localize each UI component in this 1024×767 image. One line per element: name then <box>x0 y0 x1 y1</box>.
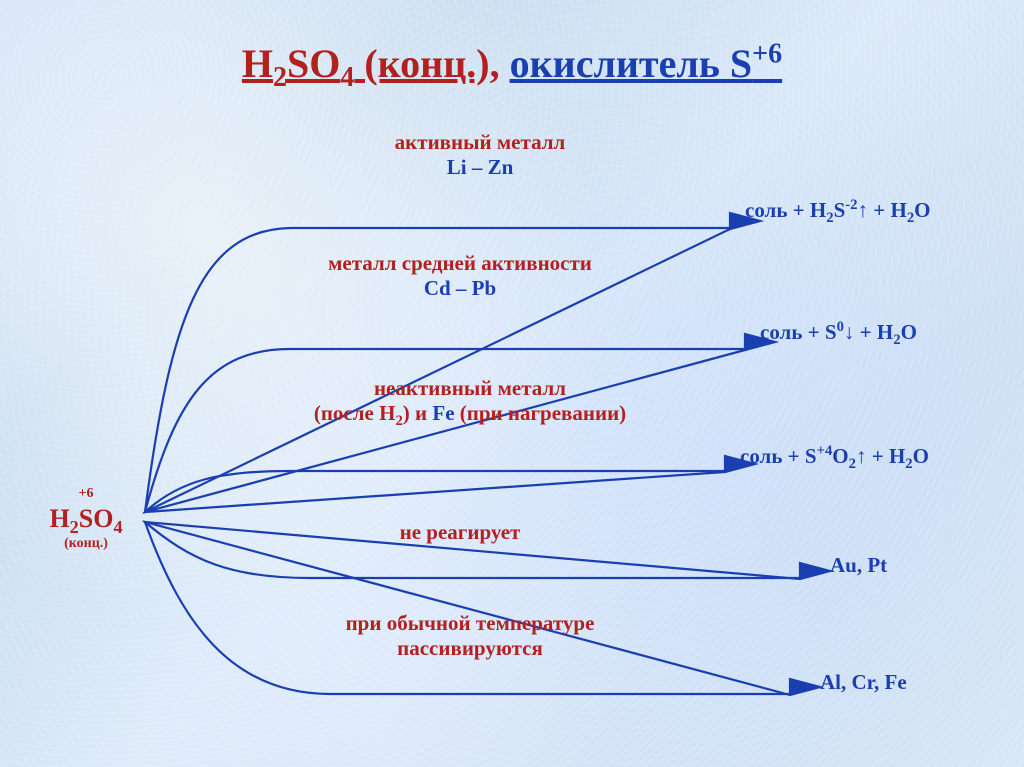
branch-product: соль + S0↓ + H2O <box>760 320 917 345</box>
branch-arrow <box>145 456 755 512</box>
branch-label: металл средней активностиCd – Pb <box>270 251 650 301</box>
branch-label-line: Li – Zn <box>330 155 630 180</box>
branch-label: при обычной температурепассивируются <box>280 611 660 661</box>
branch-label-line: пассивируются <box>280 636 660 661</box>
branch-label-line: при обычной температуре <box>280 611 660 636</box>
arrowhead-icon <box>790 679 820 695</box>
branch-product: соль + H2S-2↑ + H2O <box>745 198 931 223</box>
origin-oxstate: +6 <box>26 485 146 503</box>
branch-label-line: Cd – Pb <box>270 276 650 301</box>
branch-product: Al, Cr, Fe <box>820 670 907 695</box>
origin-formula: +6 H2SO4 (конц.) <box>26 485 146 553</box>
branch-product: Au, Pt <box>830 553 887 578</box>
branch-label-line: (после H2) и Fe (при нагревании) <box>260 401 680 426</box>
branch-label: не реагирует <box>330 520 590 545</box>
branch-arrow <box>145 522 820 695</box>
branch-label: активный металлLi – Zn <box>330 130 630 180</box>
branch-label-line: не реагирует <box>330 520 590 545</box>
slide-content: H2SO4 (конц.), окислитель S+6 +6 H2SO4 (… <box>0 0 1024 767</box>
branch-label-line: металл средней активности <box>270 251 650 276</box>
origin-conc: (конц.) <box>26 535 146 553</box>
arrowhead-icon <box>800 563 830 579</box>
branch-label-line: активный металл <box>330 130 630 155</box>
branch-label-line: неактивный металл <box>260 376 680 401</box>
title-oxidizer: окислитель S+6 <box>510 41 783 86</box>
slide-title: H2SO4 (конц.), окислитель S+6 <box>0 40 1024 87</box>
origin-h2so4: H2SO4 <box>26 503 146 536</box>
branch-label: неактивный металл(после H2) и Fe (при на… <box>260 376 680 426</box>
branch-product: соль + S+4O2↑ + H2O <box>740 444 929 469</box>
title-formula: H2SO4 (конц.), <box>242 41 500 86</box>
